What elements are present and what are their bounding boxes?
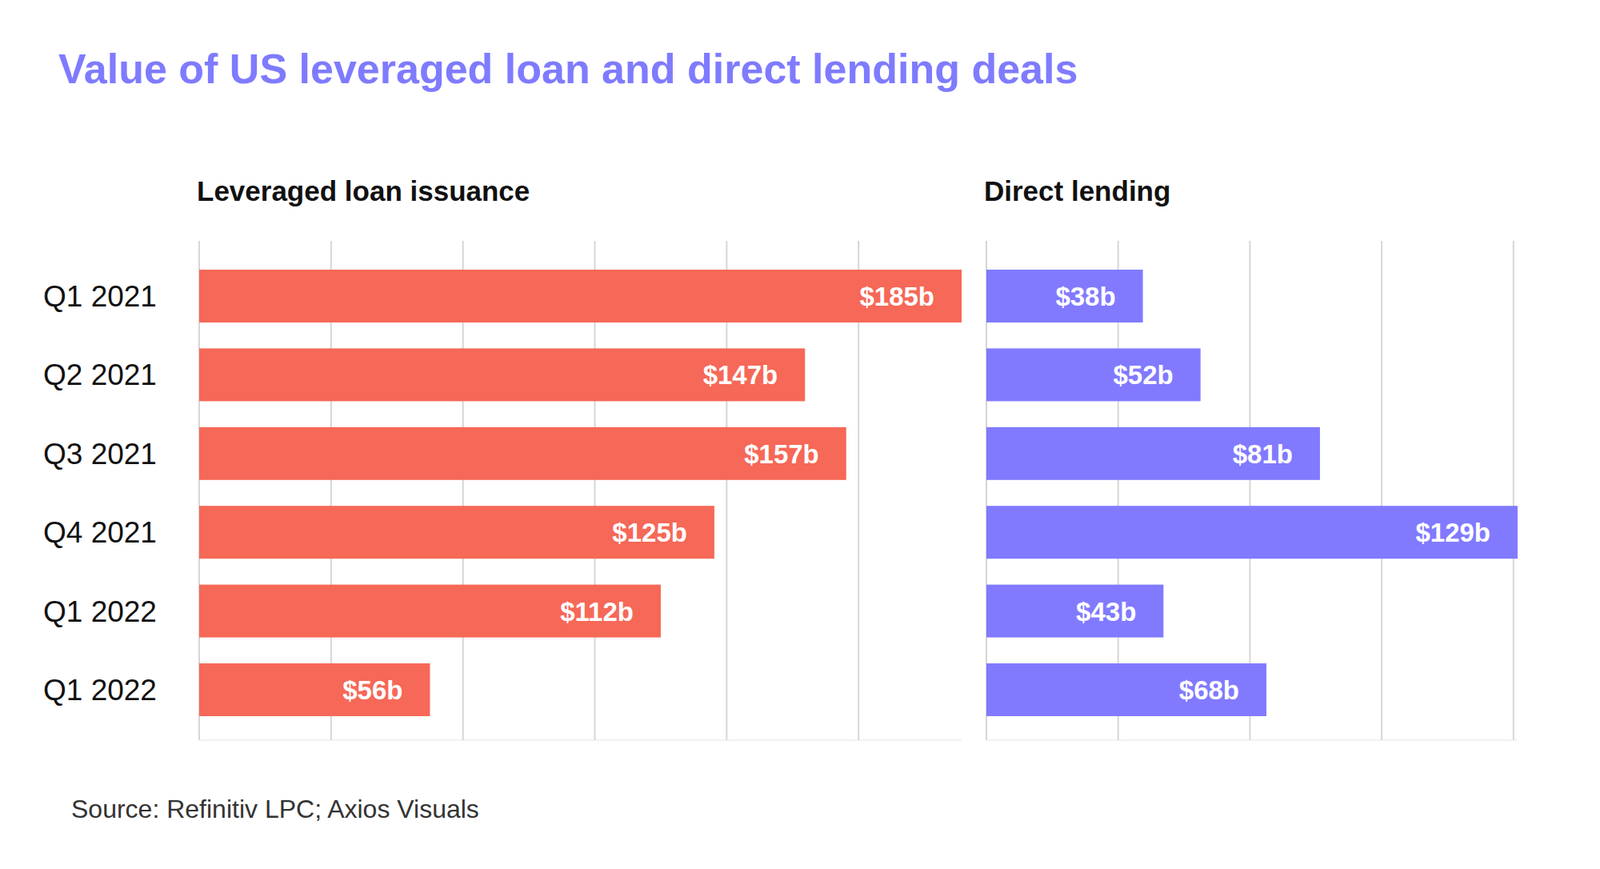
- bar: [199, 663, 430, 716]
- bars: [986, 269, 1518, 716]
- bar: [986, 427, 1320, 480]
- bar: [986, 663, 1267, 716]
- data-label: $56b: [342, 675, 403, 705]
- bar: [986, 584, 1164, 638]
- bars: [199, 269, 962, 716]
- data-label: $147b: [703, 360, 779, 390]
- axis-line: [986, 740, 1518, 741]
- grid-line: [1380, 240, 1383, 740]
- axis-line: [199, 740, 962, 741]
- bar: [199, 584, 661, 638]
- category-label: Q2 2021: [43, 358, 157, 392]
- data-label: $81b: [1232, 439, 1293, 469]
- data-label: $52b: [1112, 360, 1173, 390]
- data-label: $68b: [1179, 675, 1240, 705]
- data-label: $38b: [1055, 281, 1116, 312]
- title: Value of US leveraged loan and direct le…: [58, 45, 1078, 92]
- panel-title: Direct lending: [984, 175, 1171, 207]
- grid-line: [1512, 240, 1515, 740]
- chart: Value of US leveraged loan and direct le…: [0, 0, 1600, 869]
- data-label: $185b: [859, 281, 935, 312]
- bar: [986, 269, 1144, 323]
- bar: [986, 348, 1201, 401]
- bar: [986, 505, 1518, 559]
- source: Source: Refinitiv LPC; Axios Visuals: [71, 794, 480, 824]
- bar: [199, 348, 805, 401]
- category-label: Q1 2022: [43, 595, 157, 628]
- category-label: Q4 2021: [43, 516, 157, 549]
- data-label: $125b: [612, 517, 688, 548]
- panel-title: Leveraged loan issuance: [196, 175, 530, 207]
- bar: [199, 505, 715, 559]
- category-label: Q1 2021: [43, 280, 157, 313]
- category-label: Q1 2022: [43, 673, 157, 707]
- data-label: $43b: [1076, 596, 1136, 627]
- bar: [199, 427, 847, 480]
- bar: [199, 269, 962, 323]
- category-label: Q3 2021: [43, 437, 157, 471]
- data-label: $157b: [744, 439, 820, 469]
- data-label: $129b: [1415, 517, 1491, 548]
- data-label: $112b: [560, 596, 634, 627]
